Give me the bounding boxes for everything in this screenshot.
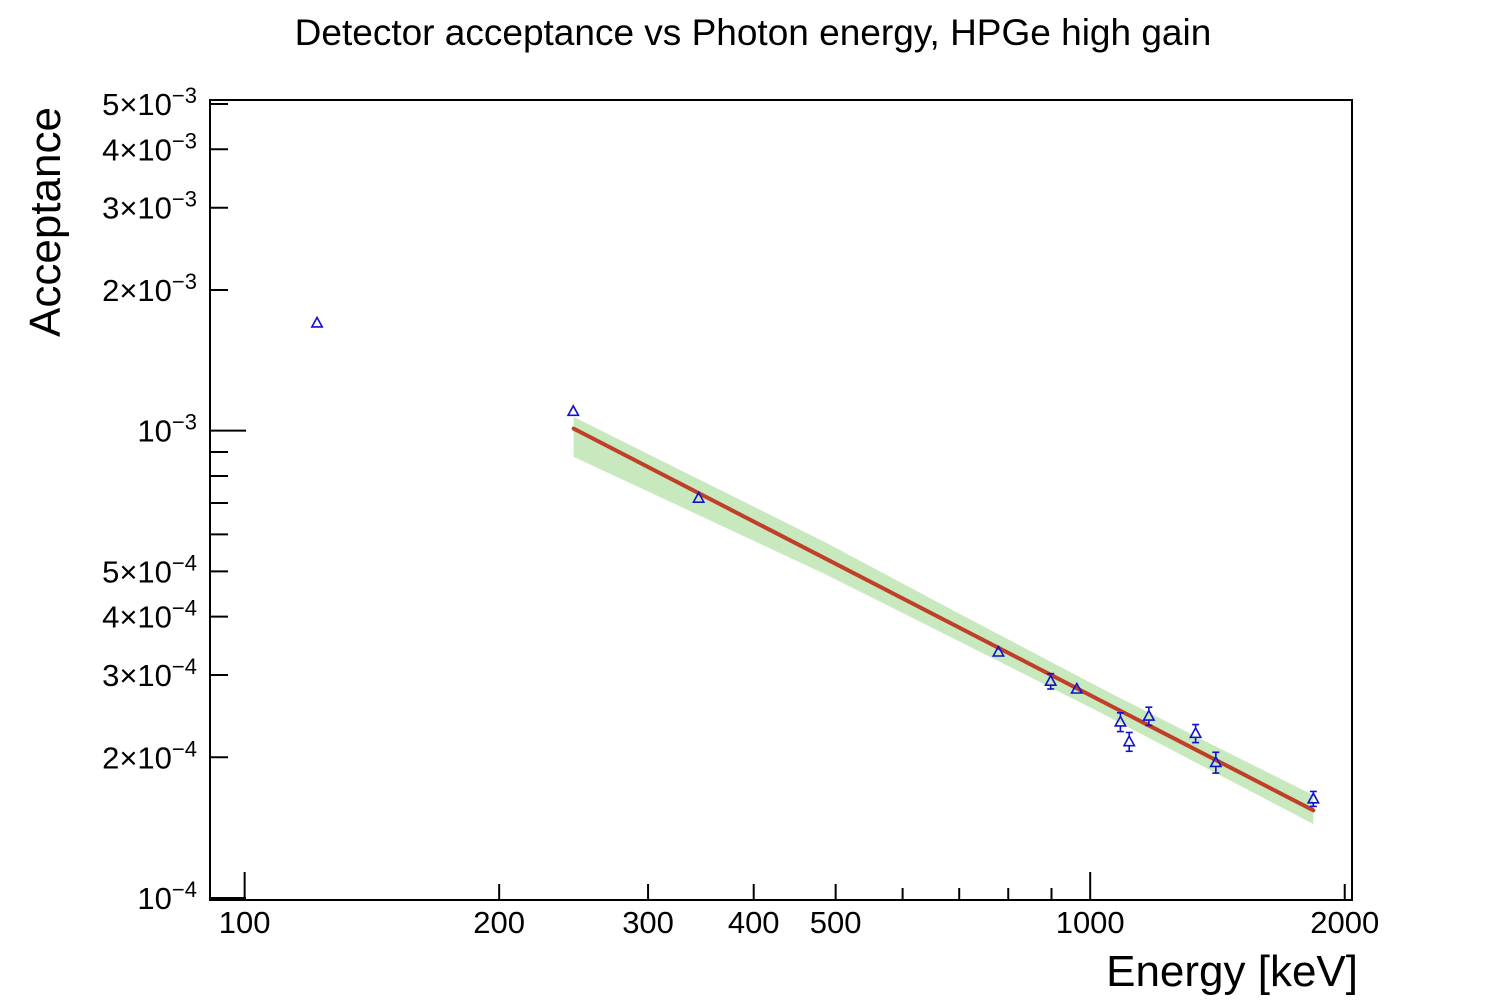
triangle-marker xyxy=(692,491,706,503)
y-tick-label: 10−3 xyxy=(137,410,197,449)
data-point xyxy=(1142,706,1156,727)
data-point xyxy=(1070,681,1084,694)
triangle-marker xyxy=(1306,791,1320,804)
data-point xyxy=(310,315,324,328)
triangle-marker xyxy=(566,404,580,417)
x-tick-label: 300 xyxy=(622,905,674,940)
x-axis-title: Energy [keV] xyxy=(1106,947,1358,996)
chart-title: Detector acceptance vs Photon energy, HP… xyxy=(295,12,1212,53)
y-tick-label: 2×10−4 xyxy=(102,736,197,775)
y-tick-label: 5×10−3 xyxy=(102,83,197,122)
x-tick-label: 500 xyxy=(810,905,862,940)
y-tick-label: 4×10−4 xyxy=(102,596,197,635)
triangle-marker xyxy=(310,315,324,328)
triangle-marker xyxy=(1209,755,1223,768)
data-point xyxy=(692,491,706,503)
triangle-marker xyxy=(1113,714,1127,727)
x-tick-label: 1000 xyxy=(1056,905,1125,940)
fit-line xyxy=(571,426,1316,813)
x-tick-label: 100 xyxy=(219,905,271,940)
data-point xyxy=(1113,712,1127,733)
axis-ticks-layer xyxy=(210,103,1346,900)
data-point xyxy=(1189,723,1203,744)
x-tick-label: 2000 xyxy=(1310,905,1379,940)
plot-frame-layer xyxy=(209,99,1353,901)
data-point xyxy=(1306,790,1320,808)
y-tick-label: 3×10−3 xyxy=(102,187,197,226)
triangle-marker xyxy=(1070,681,1084,694)
plot-frame xyxy=(209,99,1353,901)
data-point xyxy=(1122,731,1136,753)
triangle-marker xyxy=(1142,708,1156,721)
y-tick-label: 5×10−4 xyxy=(102,550,197,589)
triangle-marker xyxy=(991,644,1005,657)
y-axis-title: Acceptance xyxy=(21,107,70,337)
data-points-layer xyxy=(310,315,1320,808)
axis-tick-labels-layer: 100 200 300 400 500 1000 2000 5×10−3 4×10−3 3×10−… xyxy=(102,83,1379,940)
y-tick-label: 2×10−3 xyxy=(102,269,197,308)
fit-line-layer xyxy=(571,426,1316,813)
triangle-marker xyxy=(1044,674,1058,686)
triangle-marker xyxy=(1189,726,1203,739)
x-tick-label: 400 xyxy=(728,905,780,940)
data-point xyxy=(1044,672,1058,690)
y-tick-label: 3×10−4 xyxy=(102,654,197,693)
x-tick-label: 200 xyxy=(473,905,525,940)
data-point xyxy=(1209,751,1223,774)
y-tick-label: 4×10−3 xyxy=(102,128,197,167)
data-point xyxy=(991,644,1005,657)
triangle-marker xyxy=(1122,734,1136,747)
y-tick-label: 10−4 xyxy=(137,877,197,916)
data-point xyxy=(566,404,580,417)
